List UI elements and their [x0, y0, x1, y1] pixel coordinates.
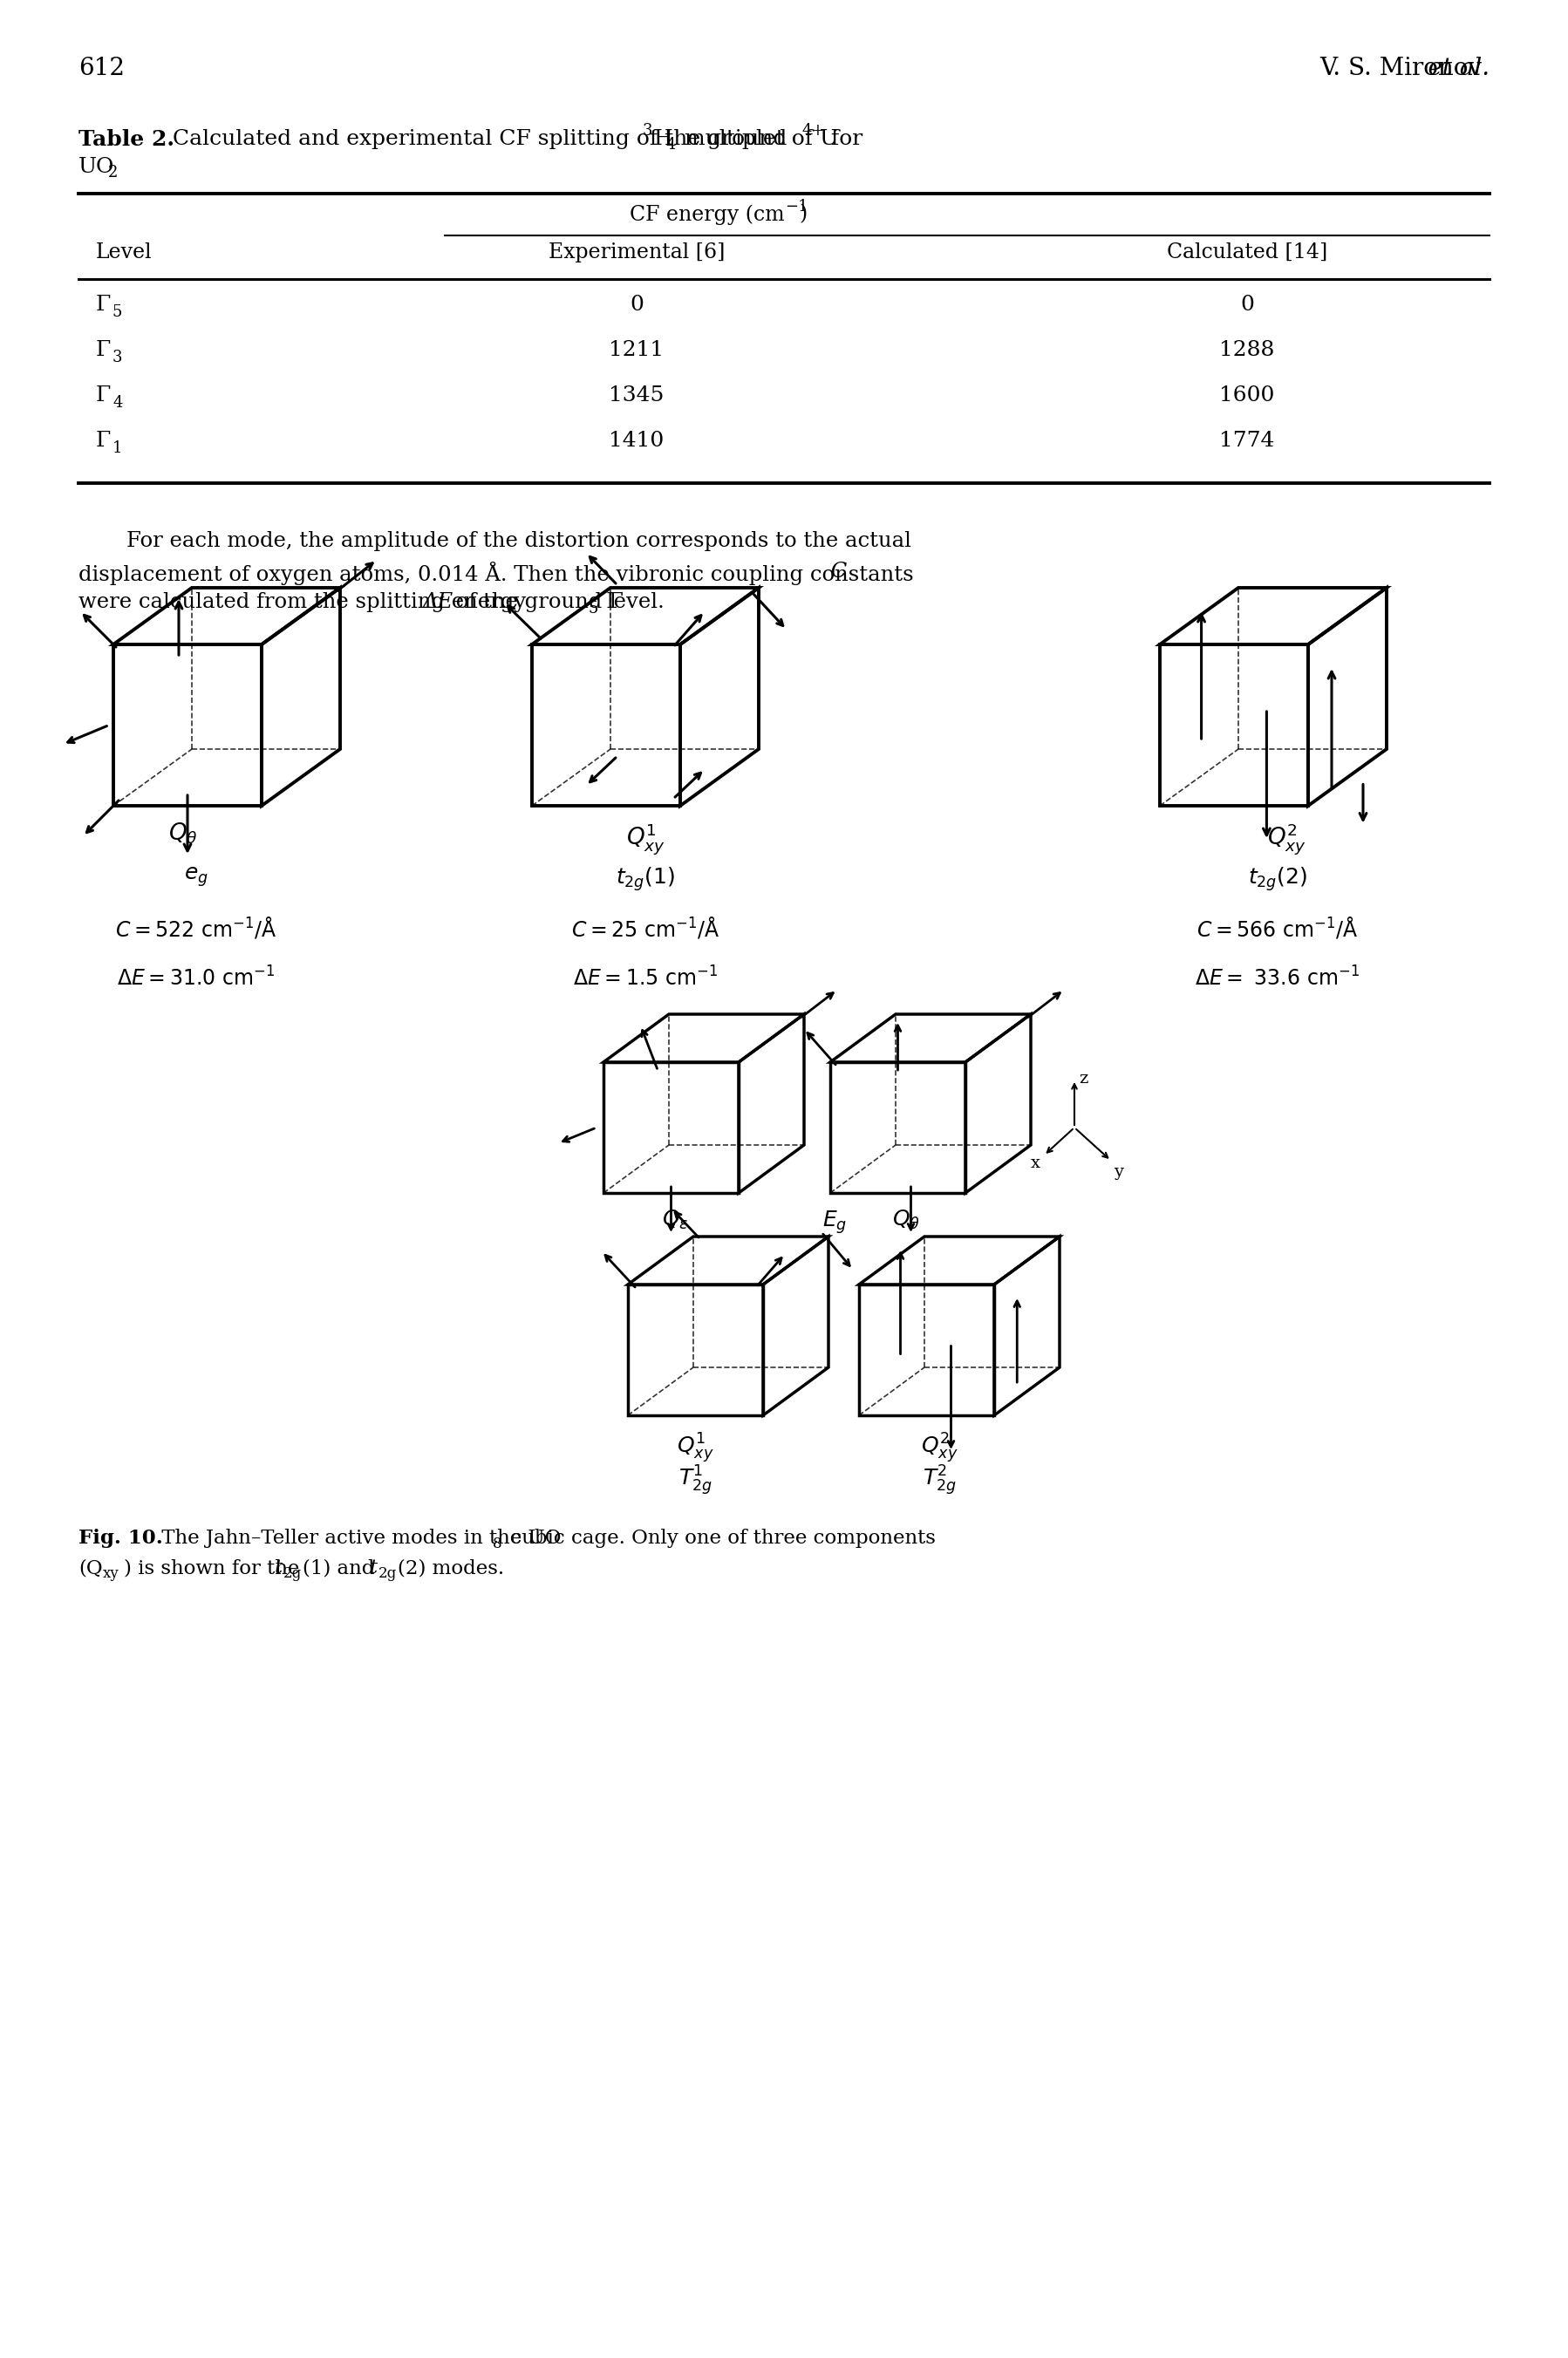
- Text: $Q^2_{xy}$: $Q^2_{xy}$: [920, 1431, 958, 1464]
- Text: $Q^2_{xy}$: $Q^2_{xy}$: [1267, 821, 1306, 856]
- Text: 1600: 1600: [1220, 384, 1275, 406]
- Text: xy: xy: [103, 1566, 119, 1580]
- Text: $\Delta E =\ 33.6\ \mathrm{cm^{-1}}$: $\Delta E =\ 33.6\ \mathrm{cm^{-1}}$: [1195, 967, 1359, 990]
- Text: t: t: [370, 1559, 378, 1578]
- Text: Γ: Γ: [96, 340, 111, 361]
- Text: Calculated [14]: Calculated [14]: [1167, 243, 1328, 262]
- Text: $Q^1_{xy}$: $Q^1_{xy}$: [626, 821, 665, 856]
- Text: $t_{2g}(2)$: $t_{2g}(2)$: [1248, 865, 1308, 894]
- Text: 8: 8: [492, 1537, 502, 1552]
- Text: V. S. Mironov: V. S. Mironov: [1320, 57, 1490, 80]
- Text: for: for: [825, 130, 862, 149]
- Text: 4+: 4+: [801, 123, 825, 139]
- Text: Fig. 10.: Fig. 10.: [78, 1528, 163, 1547]
- Text: Γ: Γ: [96, 384, 111, 406]
- Text: $C = 566\ \mathrm{cm^{-1}/\AA}$: $C = 566\ \mathrm{cm^{-1}/\AA}$: [1196, 915, 1358, 941]
- Text: 2g: 2g: [284, 1566, 303, 1580]
- Text: UO: UO: [78, 158, 114, 177]
- Text: $Q_\theta$: $Q_\theta$: [892, 1210, 920, 1231]
- Text: $Q^1_{xy}$: $Q^1_{xy}$: [677, 1431, 713, 1464]
- Text: 0: 0: [1240, 295, 1254, 316]
- Text: Table 2.: Table 2.: [78, 130, 174, 151]
- Text: 2g: 2g: [378, 1566, 397, 1580]
- Text: Calculated and experimental CF splitting of the ground: Calculated and experimental CF splitting…: [166, 130, 793, 149]
- Text: Level: Level: [96, 243, 152, 262]
- Text: 1211: 1211: [608, 340, 665, 361]
- Text: et al.: et al.: [1334, 57, 1490, 80]
- Text: −1: −1: [786, 198, 808, 215]
- Text: multiplet of U: multiplet of U: [677, 130, 837, 149]
- Text: Experimental [6]: Experimental [6]: [549, 243, 724, 262]
- Text: Γ: Γ: [96, 295, 111, 316]
- Text: (Q: (Q: [78, 1559, 102, 1578]
- Text: 5: 5: [588, 601, 599, 615]
- Text: 2: 2: [108, 165, 118, 182]
- Text: C: C: [825, 561, 847, 582]
- Text: 3: 3: [643, 123, 652, 139]
- Text: 1: 1: [113, 441, 122, 455]
- Text: (2) modes.: (2) modes.: [398, 1559, 505, 1578]
- Text: $T^2_{2g}$: $T^2_{2g}$: [922, 1464, 956, 1497]
- Text: 4: 4: [666, 137, 676, 153]
- Text: displacement of oxygen atoms, 0.014 Å. Then the vibronic coupling constants: displacement of oxygen atoms, 0.014 Å. T…: [78, 561, 914, 585]
- Text: ) is shown for the: ) is shown for the: [124, 1559, 306, 1578]
- Text: 4: 4: [113, 396, 122, 410]
- Text: $\Delta E = 31.0\ \mathrm{cm^{-1}}$: $\Delta E = 31.0\ \mathrm{cm^{-1}}$: [118, 967, 276, 990]
- Text: 1345: 1345: [608, 384, 665, 406]
- Text: (1) and: (1) and: [303, 1559, 381, 1578]
- Text: 1288: 1288: [1220, 340, 1275, 361]
- Text: were calculated from the splitting energy: were calculated from the splitting energ…: [78, 592, 533, 613]
- Text: $t_{2g}(1)$: $t_{2g}(1)$: [616, 865, 674, 894]
- Text: ): ): [798, 205, 808, 224]
- Text: of the ground Γ: of the ground Γ: [448, 592, 624, 613]
- Text: $T^1_{2g}$: $T^1_{2g}$: [679, 1464, 712, 1497]
- Text: CF energy (cm: CF energy (cm: [630, 205, 786, 224]
- Text: H: H: [654, 130, 673, 149]
- Text: 1774: 1774: [1220, 432, 1275, 450]
- Text: t: t: [274, 1559, 282, 1578]
- Text: $C = 25\ \mathrm{cm^{-1}/\AA}$: $C = 25\ \mathrm{cm^{-1}/\AA}$: [571, 915, 720, 941]
- Text: $C = 522\ \mathrm{cm^{-1}/\AA}$: $C = 522\ \mathrm{cm^{-1}/\AA}$: [116, 915, 278, 941]
- Text: y: y: [1113, 1165, 1123, 1179]
- Text: 3: 3: [113, 349, 122, 365]
- Text: $Q_\varepsilon$: $Q_\varepsilon$: [662, 1210, 688, 1231]
- Text: 0: 0: [630, 295, 643, 316]
- Text: $\Delta E = 1.5\ \mathrm{cm^{-1}}$: $\Delta E = 1.5\ \mathrm{cm^{-1}}$: [572, 967, 718, 990]
- Text: 1410: 1410: [608, 432, 665, 450]
- Text: $E_g$: $E_g$: [822, 1210, 847, 1236]
- Text: 5: 5: [113, 304, 122, 321]
- Text: cubic cage. Only one of three components: cubic cage. Only one of three components: [503, 1528, 936, 1547]
- Text: 612: 612: [78, 57, 125, 80]
- Text: The Jahn–Teller active modes in the UO: The Jahn–Teller active modes in the UO: [155, 1528, 561, 1547]
- Text: level.: level.: [601, 592, 665, 613]
- Text: $Q_\theta$: $Q_\theta$: [168, 821, 198, 847]
- Text: x: x: [1030, 1155, 1041, 1172]
- Text: For each mode, the amplitude of the distortion corresponds to the actual: For each mode, the amplitude of the dist…: [127, 531, 911, 552]
- Text: z: z: [1079, 1071, 1088, 1087]
- Text: $e_g$: $e_g$: [183, 865, 209, 889]
- Text: Γ: Γ: [96, 432, 111, 450]
- Text: ΔE: ΔE: [423, 592, 453, 613]
